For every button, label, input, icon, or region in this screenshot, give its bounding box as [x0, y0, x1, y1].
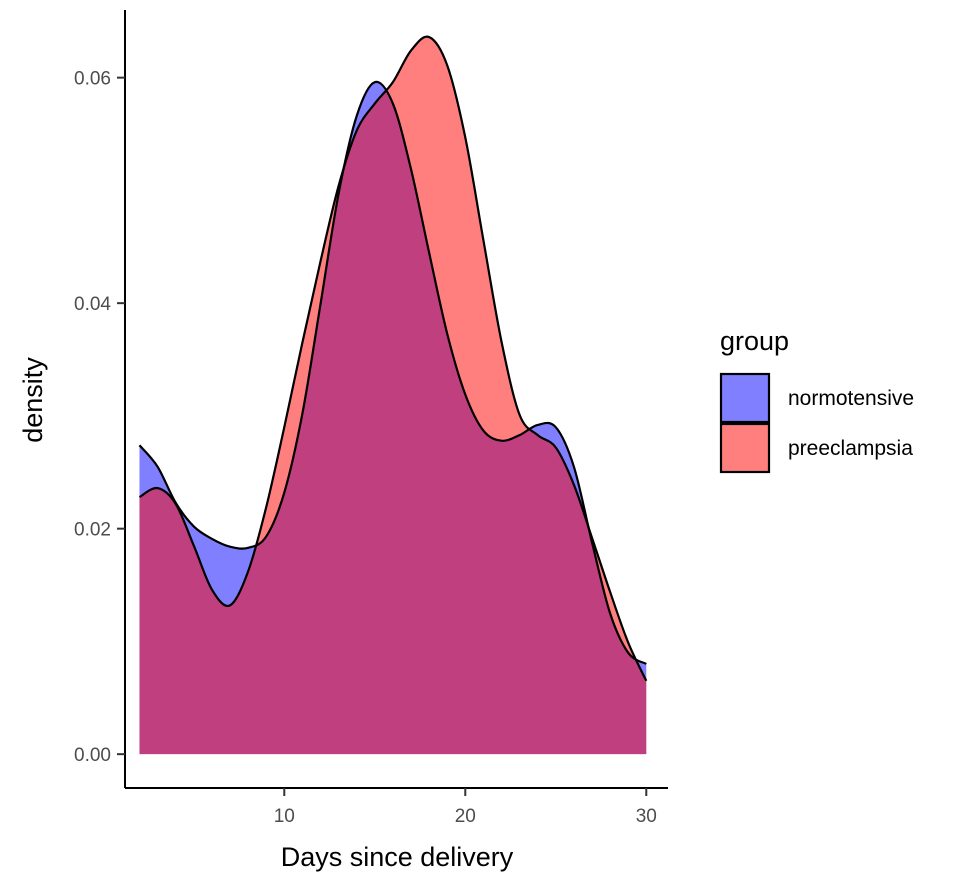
- y-tick-label: 0.06: [74, 69, 111, 90]
- legend-title: group: [720, 326, 789, 356]
- x-tick-label: 30: [636, 806, 657, 827]
- legend-label-preeclampsia: preeclampsia: [788, 437, 913, 460]
- y-tick-label: 0.00: [74, 745, 111, 766]
- x-tick-label: 10: [274, 806, 295, 827]
- plot-area: [138, 35, 648, 755]
- x-axis-title: Days since delivery: [281, 842, 514, 872]
- density-area-preeclampsia: [139, 36, 647, 755]
- legend-items: normotensive preeclampsia: [719, 372, 914, 474]
- x-axis-ticks: 10 20 30: [274, 788, 657, 827]
- y-tick-label: 0.04: [74, 294, 111, 315]
- density-curve-preeclampsia: [138, 35, 648, 682]
- legend-key-preeclampsia: [719, 422, 771, 474]
- y-axis-ticks: 0.00 0.02 0.04 0.06: [74, 69, 125, 766]
- legend-key-normotensive: [719, 372, 771, 424]
- density-areas: [139, 36, 647, 755]
- x-tick-label: 20: [455, 806, 476, 827]
- legend-label-normotensive: normotensive: [788, 387, 914, 410]
- y-axis-title: density: [18, 357, 48, 443]
- density-curve-normotensive: [138, 80, 647, 665]
- legend: group normotensive preeclampsia: [719, 326, 914, 474]
- density-curves: [138, 35, 648, 682]
- y-tick-label: 0.02: [74, 520, 111, 541]
